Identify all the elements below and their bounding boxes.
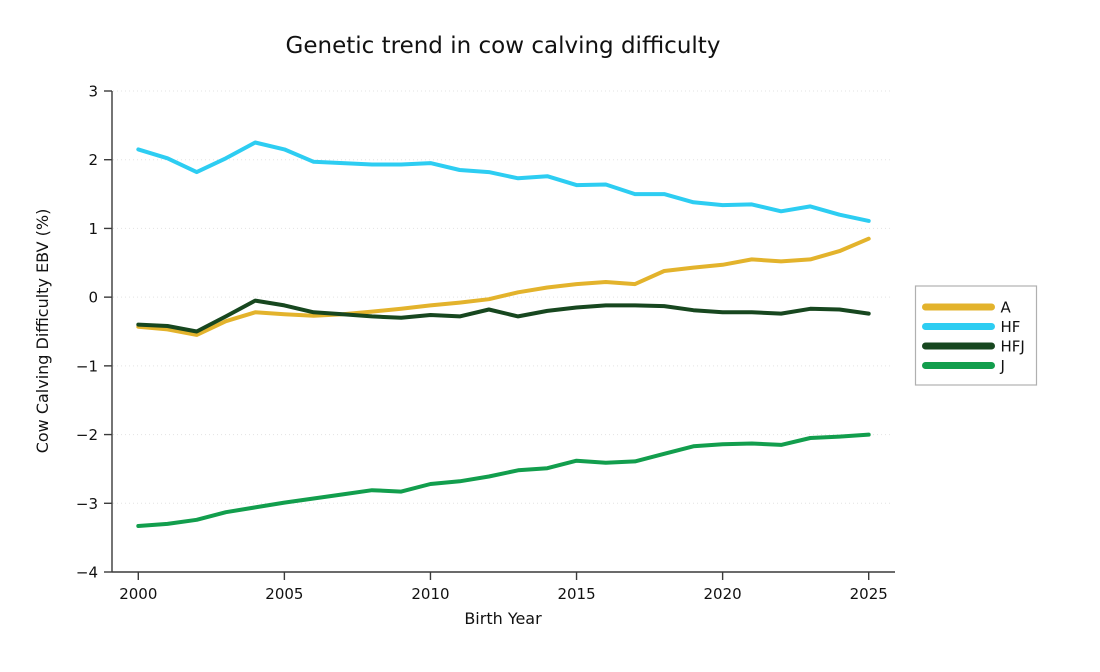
- series-line-a: [136, 236, 871, 337]
- x-tick-label: 2000: [119, 585, 157, 603]
- y-tick-label: −2: [76, 426, 98, 444]
- y-tick-label: −4: [76, 564, 98, 582]
- y-tick-label: −1: [76, 357, 98, 375]
- y-axis-label: Cow Calving Difficulty EBV (%): [33, 209, 52, 454]
- legend-label-hfj: HFJ: [1001, 338, 1025, 356]
- x-tick-label: 2005: [265, 585, 303, 603]
- legend-label-a: A: [1001, 299, 1012, 317]
- x-tick-label: 2010: [411, 585, 449, 603]
- y-tick-label: 1: [88, 220, 98, 238]
- x-tick-label: 2025: [850, 585, 888, 603]
- x-tick-label: 2015: [557, 585, 595, 603]
- series-line-hf: [136, 140, 871, 223]
- axis-ticks: 3 2 1 0 −1 −2 −3 −4 2000 2005 2010 2015 2020 2025: [76, 83, 888, 604]
- series-line-j: [136, 432, 871, 528]
- x-axis-label: Birth Year: [464, 609, 542, 628]
- chart-title: Genetic trend in cow calving difficulty: [286, 33, 721, 59]
- x-tick-label: 2020: [704, 585, 742, 603]
- y-tick-label: 2: [88, 151, 98, 169]
- data-series: [136, 140, 871, 528]
- y-tick-label: 3: [88, 83, 98, 101]
- legend-label-j: J: [1000, 357, 1005, 375]
- y-tick-label: 0: [88, 289, 98, 307]
- series-line-hfj: [136, 298, 871, 334]
- legend-label-hf: HF: [1001, 318, 1021, 336]
- y-tick-label: −3: [76, 495, 98, 513]
